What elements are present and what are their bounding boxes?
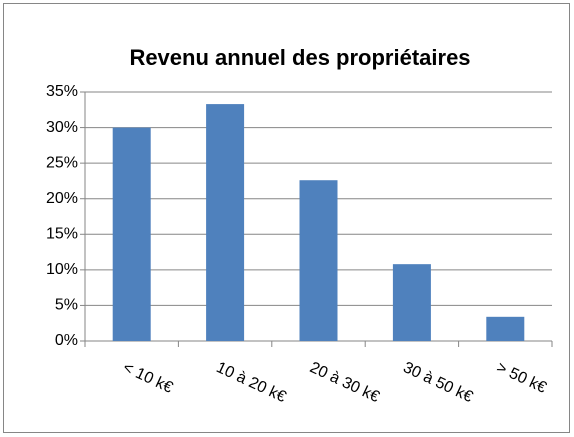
y-tick-label: 5% <box>55 297 78 314</box>
y-tick-label: 0% <box>55 332 78 349</box>
bar <box>299 180 338 341</box>
chart-title: Revenu annuel des propriétaires <box>129 45 470 70</box>
bar <box>112 127 151 341</box>
y-tick-label: 20% <box>46 190 78 207</box>
y-tick-label: 10% <box>46 261 78 278</box>
bar <box>206 104 245 341</box>
bar <box>392 264 431 341</box>
bar <box>486 316 525 341</box>
y-tick-label: 25% <box>46 154 78 171</box>
chart-border <box>3 3 570 433</box>
y-tick-label: 15% <box>46 226 78 243</box>
y-tick-label: 35% <box>46 83 78 100</box>
y-tick-label: 30% <box>46 119 78 136</box>
